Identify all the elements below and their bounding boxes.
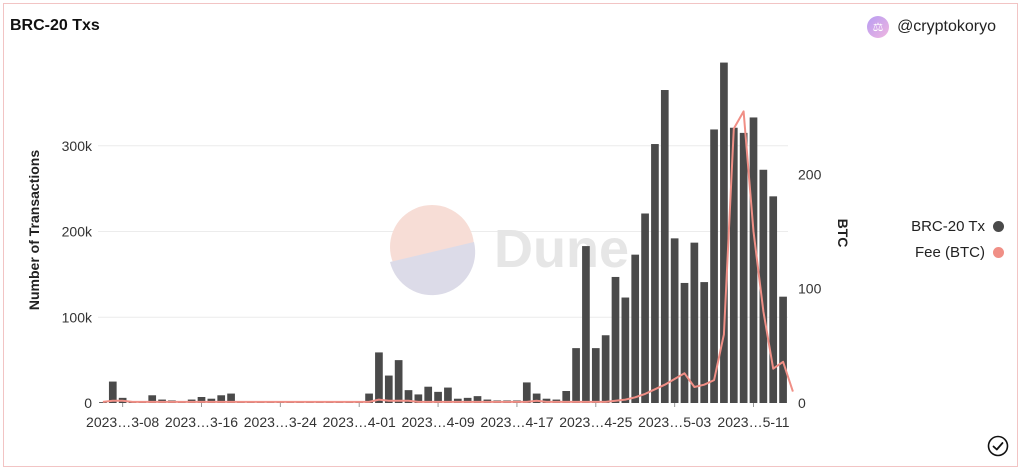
x-tick-label: 2023…5-11	[717, 414, 789, 430]
x-tick-label: 2023…4-17	[480, 414, 553, 430]
x-tick-label: 2023…3-16	[165, 414, 238, 430]
bar-tx-43	[522, 382, 531, 403]
check-circle-icon[interactable]	[987, 435, 1009, 457]
x-tick-label: 2023…4-01	[323, 414, 396, 430]
bar-tx-54	[631, 254, 640, 403]
y2-tick-label: 100	[798, 281, 822, 297]
bar-tx-52	[611, 276, 620, 403]
bar-tx-56	[651, 144, 659, 403]
bar-tx-29	[384, 375, 393, 403]
bar-tx-68	[769, 196, 778, 403]
legend-label-fee: Fee (BTC)	[914, 243, 985, 261]
bar-tx-50	[591, 348, 600, 403]
bar-tx-45	[542, 398, 551, 403]
bar-tx-5	[148, 395, 157, 403]
legend-dot-tx	[993, 220, 1004, 232]
bar-tx-37	[463, 397, 472, 403]
legend-item-fee[interactable]: Fee (BTC)	[901, 239, 1004, 265]
bar-tx-59	[680, 282, 689, 403]
bar-tx-51	[601, 335, 610, 403]
author-badge[interactable]: ⚖ @cryptokoryo	[867, 16, 996, 38]
bar-tx-13	[227, 393, 235, 403]
y-tick-label: 0	[84, 395, 92, 411]
bar-tx-63	[720, 62, 728, 403]
dune-watermark: Dune	[390, 205, 629, 296]
bar-tx-44	[532, 393, 541, 403]
bar-tx-11	[207, 398, 216, 403]
bar-tx-67	[759, 169, 768, 403]
y-tick-label: 200k	[62, 224, 93, 240]
bar-tx-61	[700, 282, 709, 403]
legend: BRC-20 Tx Fee (BTC)	[901, 213, 1004, 265]
dune-avatar-icon: ⚖	[867, 16, 890, 38]
x-tick-label: 2023…5-03	[638, 414, 711, 430]
bar-tx-34	[434, 391, 442, 403]
bar-tx-30	[394, 360, 403, 403]
bar-tx-27	[365, 393, 373, 403]
bar-tx-66	[749, 117, 758, 403]
legend-dot-fee	[993, 246, 1004, 258]
bar-tx-58	[670, 238, 679, 403]
x-tick-label: 2023…4-09	[401, 414, 474, 430]
y2-axis-title: BTC	[835, 219, 851, 248]
line-fee	[102, 110, 794, 403]
author-name[interactable]: @cryptokoryo	[897, 18, 996, 35]
x-tick-label: 2023…4-25	[559, 414, 632, 430]
bar-tx-53	[621, 297, 630, 403]
bar-tx-38	[473, 396, 482, 403]
bar-tx-1	[108, 381, 117, 403]
bar-tx-57	[660, 90, 669, 403]
bar-tx-12	[217, 395, 226, 403]
bar-tx-55	[641, 213, 649, 403]
y-tick-label: 300k	[62, 138, 93, 154]
y-axis-title: Number of Transactions	[26, 150, 42, 310]
bar-tx-33	[424, 386, 433, 403]
bar-tx-32	[414, 394, 423, 403]
bar-tx-62	[710, 129, 718, 403]
bar-tx-60	[690, 242, 699, 403]
bar-tx-64	[729, 127, 738, 404]
chart-card	[3, 3, 1018, 467]
legend-item-tx[interactable]: BRC-20 Tx	[901, 213, 1004, 239]
bar-tx-65	[739, 132, 748, 403]
bar-tx-36	[453, 398, 462, 403]
x-tick-label: 2023…3-24	[244, 414, 317, 430]
x-tick-label: 2023…3-08	[86, 414, 159, 430]
y-tick-label: 100k	[62, 309, 93, 325]
y2-tick-label: 200	[798, 166, 822, 182]
bar-tx-35	[444, 387, 452, 403]
y2-tick-label: 0	[798, 395, 806, 411]
bar-tx-47	[562, 390, 571, 403]
chart-title: BRC-20 Txs	[10, 17, 100, 34]
bar-tx-48	[572, 348, 580, 403]
svg-text:Dune: Dune	[494, 219, 629, 279]
bar-tx-31	[404, 390, 413, 403]
bar-tx-10	[197, 396, 206, 403]
bar-tx-0	[99, 402, 107, 403]
bar-tx-69	[779, 296, 787, 403]
bar-tx-28	[375, 352, 383, 403]
bar-tx-49	[582, 246, 590, 403]
legend-label-tx: BRC-20 Tx	[911, 217, 985, 235]
